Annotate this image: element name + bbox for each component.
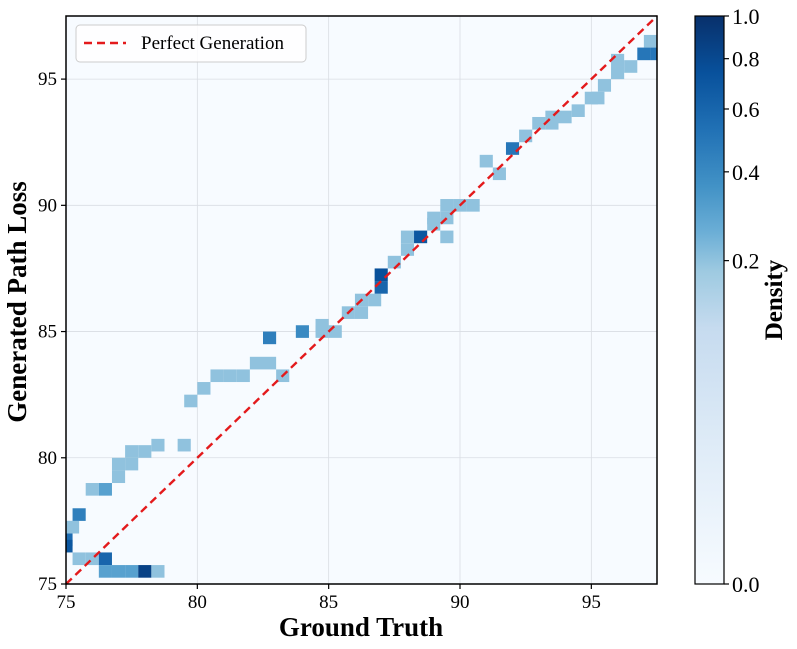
heatmap-cell xyxy=(138,445,152,458)
heatmap-cell xyxy=(611,66,625,80)
y-tick-label: 90 xyxy=(38,195,57,216)
heatmap-cell xyxy=(98,552,112,566)
heatmap-cell xyxy=(151,438,165,452)
heatmap-cell xyxy=(125,445,139,458)
heatmap-cell xyxy=(400,230,415,244)
colorbar-ticks: 0.0 0.2 0.4 0.6 0.8 1.0 xyxy=(724,4,760,597)
colorbar-tick-label: 0.0 xyxy=(732,572,760,597)
x-axis-ticks: 75 80 85 90 95 xyxy=(57,584,601,613)
heatmap-cell xyxy=(571,104,585,117)
heatmap-cell xyxy=(249,356,263,370)
heatmap-cell xyxy=(295,325,309,338)
heatmap-cell xyxy=(138,565,152,578)
heatmap-cell xyxy=(427,211,441,225)
y-tick-label: 85 xyxy=(38,322,57,343)
plot-frame xyxy=(65,15,658,585)
y-tick-label: 75 xyxy=(38,574,57,595)
heatmap-cell xyxy=(98,565,112,578)
y-tick-label: 80 xyxy=(38,448,57,469)
heatmap-cell xyxy=(611,53,625,67)
heatmap-cell xyxy=(111,457,126,471)
colorbar-tick-label: 0.2 xyxy=(732,249,760,274)
heatmap-cell xyxy=(125,457,139,471)
heatmap-cell xyxy=(650,47,657,61)
legend-box xyxy=(75,24,307,63)
legend: Perfect Generation xyxy=(75,24,307,63)
heatmap-cell xyxy=(210,369,224,383)
grid-lines xyxy=(66,16,657,584)
legend-label: Perfect Generation xyxy=(141,33,284,54)
heatmap-cell xyxy=(184,394,198,408)
heatmap-cell xyxy=(263,331,277,345)
x-tick-label: 95 xyxy=(582,592,601,613)
colorbar-tick-label: 0.4 xyxy=(732,160,760,185)
colorbar-tick-label: 0.8 xyxy=(732,47,760,72)
heatmap-cell xyxy=(66,520,80,534)
x-tick-label: 75 xyxy=(57,592,76,613)
heatmap-cell xyxy=(414,230,428,244)
heatmap-cell xyxy=(111,470,126,484)
heatmap-cell xyxy=(466,199,480,212)
heatmap-cell xyxy=(374,281,388,294)
x-axis-title: Ground Truth xyxy=(279,612,443,642)
heatmap-cell xyxy=(624,60,638,73)
heatmap-cell xyxy=(263,356,277,370)
heatmap-cell xyxy=(72,552,86,566)
heatmap-cell xyxy=(591,91,605,105)
heatmap-cell xyxy=(125,565,139,578)
heatmap-cell xyxy=(440,230,454,244)
heatmap-cell xyxy=(328,325,342,338)
heatmap-cell xyxy=(597,79,612,92)
heatmap-cell xyxy=(643,34,657,48)
y-tick-label: 95 xyxy=(38,69,57,90)
heatmap-cell xyxy=(368,293,382,307)
x-tick-label: 90 xyxy=(451,592,470,613)
heatmap-cells xyxy=(66,34,657,578)
heatmap-cell xyxy=(505,142,520,155)
heatmap-cell xyxy=(98,483,112,496)
heatmap-cell xyxy=(177,438,191,452)
heatmap-cell xyxy=(66,539,73,553)
heatmap-cell xyxy=(440,199,454,212)
heatmap-cell xyxy=(236,369,250,383)
heatmap-cell xyxy=(387,255,401,269)
heatmap-cell xyxy=(400,243,415,256)
heatmap-cell xyxy=(492,167,506,181)
x-tick-label: 85 xyxy=(319,592,338,613)
heatmap-cell xyxy=(374,268,388,282)
heatmap-cell xyxy=(223,369,237,383)
heatmap-cell xyxy=(197,382,211,395)
heatmap-cell xyxy=(151,565,165,578)
colorbar-gradient xyxy=(694,15,725,585)
heatmap-cell xyxy=(558,110,572,124)
y-axis-ticks: 75 80 85 90 95 xyxy=(38,69,66,595)
heatmap-cell xyxy=(315,325,329,338)
heatmap-cell xyxy=(85,483,99,496)
heatmap-cell xyxy=(479,154,493,168)
perfect-generation-line xyxy=(65,15,658,585)
heatmap-cell xyxy=(72,508,86,521)
colorbar-tick-label: 1.0 xyxy=(732,4,760,29)
heatmap-cell xyxy=(519,129,533,143)
colorbar-title: Density xyxy=(761,259,788,340)
heatmap-cell xyxy=(637,47,651,61)
heatmap-cell xyxy=(354,306,369,319)
colorbar: 0.0 0.2 0.4 0.6 0.8 1.0 Density xyxy=(694,4,788,597)
x-tick-label: 80 xyxy=(188,592,207,613)
y-axis-title: Generated Path Loss xyxy=(2,181,32,422)
heatmap-cell xyxy=(532,116,546,130)
colorbar-tick-label: 0.6 xyxy=(732,97,760,122)
heatmap-cell xyxy=(111,565,126,578)
